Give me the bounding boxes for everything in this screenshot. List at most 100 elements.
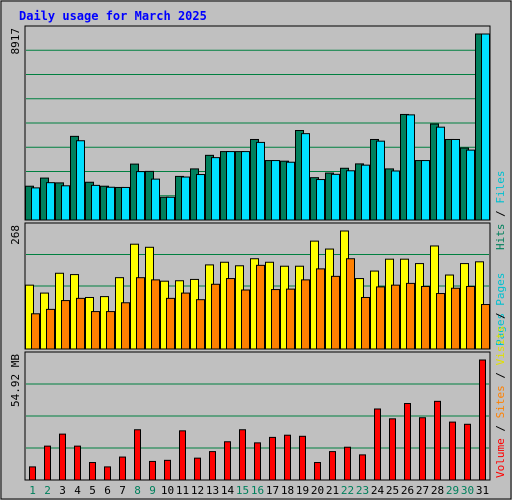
day-label-22: 22 [341, 484, 354, 497]
day-label-9: 9 [149, 484, 156, 497]
bar-files-day-23 [361, 164, 370, 221]
bar-volume-day-7 [119, 456, 126, 481]
bar-visits-day-15 [241, 289, 250, 350]
bar-visits-day-21 [331, 275, 340, 350]
bar-files-day-28 [436, 126, 445, 221]
legend-item-visits: Visits [494, 326, 507, 366]
day-label-10: 10 [161, 484, 174, 497]
bar-visits-day-26 [406, 282, 415, 350]
day-label-27: 27 [416, 484, 429, 497]
bar-volume-day-20 [314, 462, 321, 481]
day-label-8: 8 [134, 484, 141, 497]
day-label-7: 7 [119, 484, 126, 497]
bar-visits-day-9 [151, 279, 160, 350]
bar-volume-day-21 [329, 451, 336, 481]
bar-visits-day-17 [271, 289, 280, 350]
day-label-19: 19 [296, 484, 309, 497]
bar-visits-day-31 [481, 304, 490, 350]
day-label-26: 26 [401, 484, 414, 497]
bar-volume-day-4 [74, 445, 81, 481]
bar-files-day-7 [121, 186, 130, 221]
bar-volume-day-28 [434, 400, 441, 481]
bar-files-day-3 [61, 185, 70, 221]
bar-volume-day-16 [254, 442, 261, 481]
bar-volume-day-15 [239, 429, 246, 481]
legend-separator: / [494, 204, 507, 224]
bar-files-day-29 [451, 138, 460, 221]
legend-item-hits: Hits [494, 224, 507, 251]
day-label-5: 5 [89, 484, 96, 497]
bar-visits-day-16 [256, 264, 265, 350]
bar-visits-day-1 [31, 313, 40, 350]
day-label-15: 15 [236, 484, 249, 497]
chart-title: Daily usage for March 2025 [19, 9, 207, 23]
axis-max-label-volume: 54.92 MB [9, 354, 22, 407]
bar-files-day-30 [466, 149, 475, 221]
day-label-17: 17 [266, 484, 279, 497]
bar-volume-day-26 [404, 403, 411, 481]
bar-files-day-2 [46, 182, 55, 221]
bar-files-day-12 [196, 174, 205, 221]
day-label-25: 25 [386, 484, 399, 497]
legend-hits-files: Hits / Files [494, 171, 507, 251]
bar-volume-day-3 [59, 433, 66, 481]
day-label-6: 6 [104, 484, 111, 497]
bar-volume-day-13 [209, 451, 216, 481]
day-label-18: 18 [281, 484, 294, 497]
bar-visits-day-13 [211, 283, 220, 350]
bar-volume-day-8 [134, 429, 141, 481]
day-label-14: 14 [221, 484, 235, 497]
day-label-20: 20 [311, 484, 324, 497]
bar-files-day-1 [31, 187, 40, 221]
bar-volume-day-22 [344, 446, 351, 481]
bar-visits-day-4 [76, 297, 85, 350]
day-label-1: 1 [29, 484, 36, 497]
bar-volume-day-23 [359, 454, 366, 481]
bar-volume-day-25 [389, 418, 396, 481]
day-label-23: 23 [356, 484, 369, 497]
bar-visits-day-20 [316, 268, 325, 350]
bar-visits-day-11 [181, 292, 190, 350]
day-label-11: 11 [176, 484, 189, 497]
bar-visits-day-10 [166, 297, 175, 350]
bar-visits-day-2 [46, 308, 55, 350]
axis-max-label-hits-files: 8917 [9, 28, 22, 55]
legend-item-volume: Volume [494, 438, 507, 478]
bar-visits-day-7 [121, 302, 130, 350]
bar-files-day-5 [91, 184, 100, 221]
bar-volume-day-5 [89, 462, 96, 481]
day-label-21: 21 [326, 484, 339, 497]
bar-volume-day-30 [464, 423, 471, 481]
bar-volume-day-31 [479, 359, 486, 481]
bar-visits-day-29 [451, 287, 460, 350]
day-label-28: 28 [431, 484, 444, 497]
legend-separator: / [494, 306, 507, 326]
bar-visits-day-24 [376, 286, 385, 350]
bar-volume-day-10 [164, 459, 171, 481]
bar-volume-day-9 [149, 460, 156, 481]
bar-files-day-21 [331, 173, 340, 221]
legend-item-pages: Pages [494, 273, 507, 306]
bar-files-day-24 [376, 140, 385, 221]
bar-visits-day-8 [136, 277, 145, 350]
bar-visits-day-22 [346, 258, 355, 350]
day-label-3: 3 [59, 484, 66, 497]
day-label-30: 30 [461, 484, 474, 497]
bar-volume-day-19 [299, 435, 306, 481]
day-label-13: 13 [206, 484, 219, 497]
bar-files-day-13 [211, 157, 220, 221]
axis-max-label-pages-visits: 268 [9, 225, 22, 245]
bar-volume-day-6 [104, 466, 111, 481]
bar-files-day-11 [181, 176, 190, 221]
bar-files-day-27 [421, 160, 430, 221]
bar-visits-day-14 [226, 278, 235, 350]
bar-volume-day-27 [419, 417, 426, 481]
bar-files-day-31 [481, 33, 490, 221]
bar-files-day-10 [166, 196, 175, 221]
bar-visits-day-30 [466, 285, 475, 350]
day-label-4: 4 [74, 484, 81, 497]
bar-volume-day-1 [29, 466, 36, 481]
bar-volume-day-11 [179, 430, 186, 481]
legend-item-pages: Pages [494, 313, 507, 346]
